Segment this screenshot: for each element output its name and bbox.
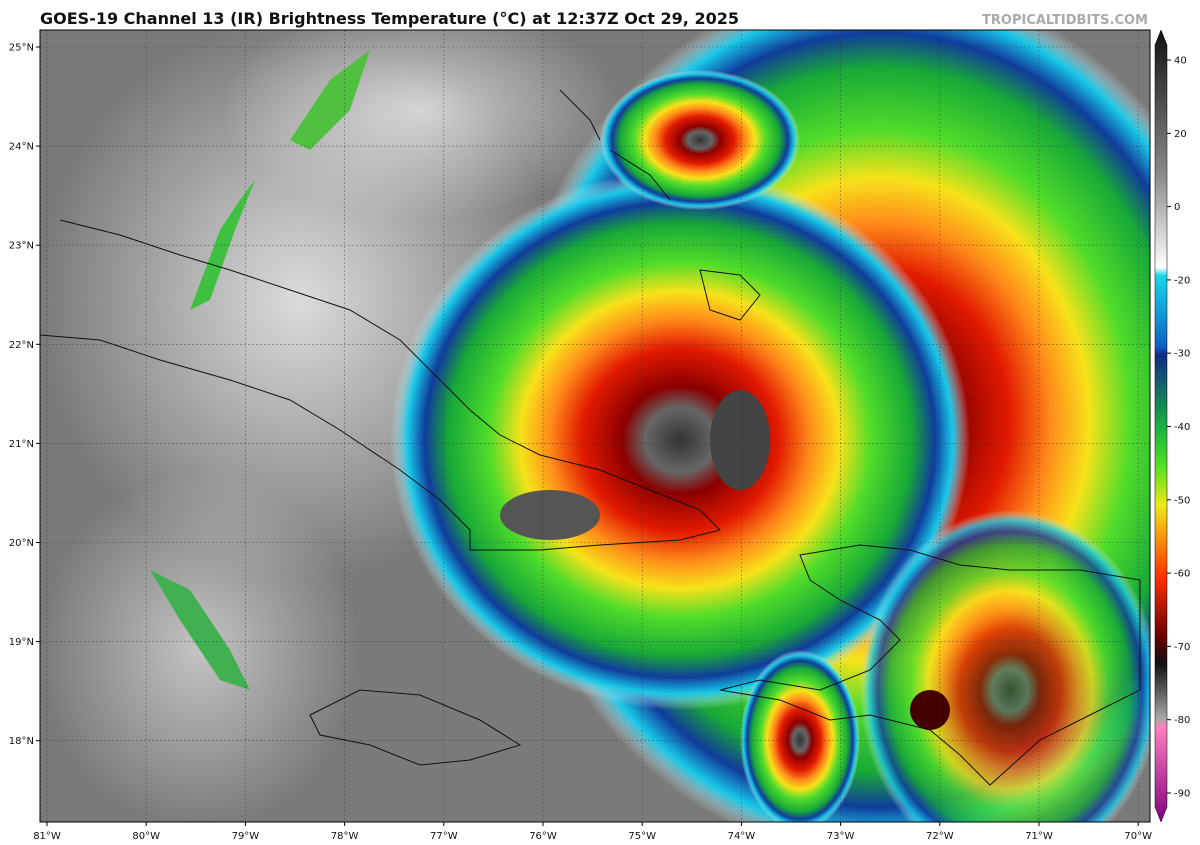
lat-label: 20°N	[9, 538, 34, 549]
colorbar-label: -90	[1174, 789, 1190, 800]
credit: TROPICALTIDBITS.COM	[982, 13, 1148, 28]
colorbar-label: -20	[1174, 275, 1190, 286]
coastlines	[40, 89, 1141, 786]
lat-label: 18°N	[9, 736, 34, 747]
colorbar-label: 40	[1174, 56, 1187, 67]
lat-label: 24°N	[9, 142, 34, 153]
lat-label: 21°N	[9, 439, 34, 450]
lon-label: 78°W	[331, 831, 359, 842]
lon-label: 74°W	[728, 831, 756, 842]
lon-label: 70°W	[1124, 831, 1152, 842]
lon-label: 79°W	[232, 831, 260, 842]
colorbar-label: 0	[1174, 202, 1180, 213]
lat-label: 25°N	[9, 43, 34, 54]
lat-label: 23°N	[9, 241, 34, 252]
title: GOES-19 Channel 13 (IR) Brightness Tempe…	[40, 9, 739, 28]
colorbar-label: -40	[1174, 422, 1190, 433]
satellite-image	[40, 30, 1150, 822]
colorbar	[1154, 29, 1168, 823]
lon-label: 81°W	[33, 831, 61, 842]
lat-label: 19°N	[9, 637, 34, 648]
lon-label: 72°W	[926, 831, 954, 842]
lon-label: 80°W	[132, 831, 160, 842]
graticule: 25°N 24°N 23°N 22°N 21°N 20°N 19°N 18°N 81°W 80°W…	[9, 30, 1152, 842]
colorbar-label: -70	[1174, 642, 1190, 653]
colorbar-label: -50	[1174, 495, 1190, 506]
lon-label: 71°W	[1025, 831, 1053, 842]
colorbar-label: -30	[1174, 349, 1190, 360]
map-frame	[39, 29, 1151, 823]
colorbar-label: 20	[1174, 129, 1187, 140]
colorbar-label: -80	[1174, 715, 1190, 726]
lon-label: 77°W	[430, 831, 458, 842]
lon-label: 76°W	[529, 831, 557, 842]
lon-label: 75°W	[628, 831, 656, 842]
lat-label: 22°N	[9, 340, 34, 351]
colorbar-ticks: 40 20 0 -20 -30 -40 -50 -60 -70 -80 -90	[1167, 56, 1190, 800]
lon-label: 73°W	[827, 831, 855, 842]
colorbar-label: -60	[1174, 569, 1190, 580]
